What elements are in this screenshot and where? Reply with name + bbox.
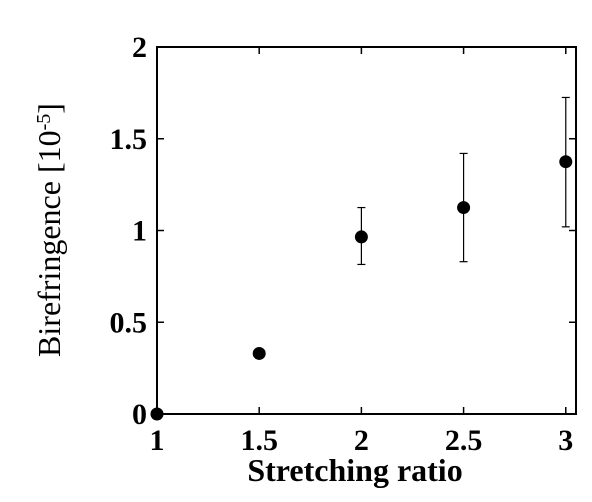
y-tick-label: 1	[132, 215, 147, 248]
y-tick-label: 2	[132, 31, 147, 64]
x-axis-label: Stretching ratio	[247, 452, 462, 488]
data-point	[150, 407, 164, 421]
data-point	[252, 346, 266, 360]
x-tick-label: 2	[354, 424, 369, 457]
x-tick-label: 2.5	[445, 424, 483, 457]
y-tick-label: 1.5	[110, 123, 148, 156]
x-tick-label: 1	[150, 424, 165, 457]
y-tick-label: 0.5	[110, 306, 148, 339]
y-axis-label: Birefringence [10-5]	[31, 103, 67, 357]
data-point	[354, 230, 368, 244]
data-point	[559, 155, 573, 169]
data-point	[457, 201, 471, 215]
y-tick-label: 0	[132, 398, 147, 431]
plot-frame	[156, 46, 577, 415]
x-tick-label: 3	[558, 424, 573, 457]
x-tick-label: 1.5	[240, 424, 278, 457]
